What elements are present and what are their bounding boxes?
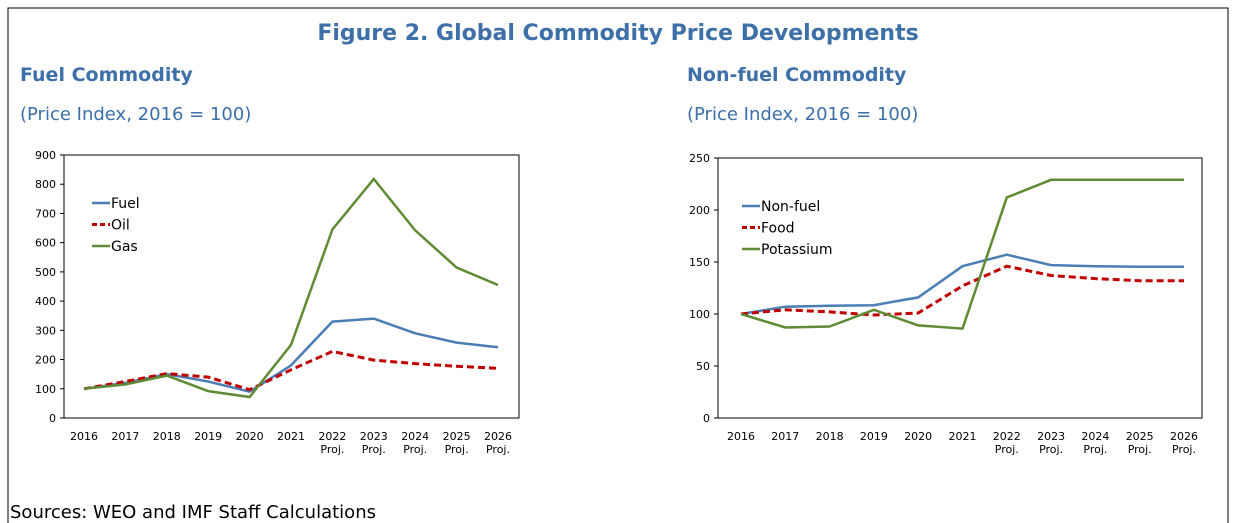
x-tick-label: 2019 <box>194 430 222 443</box>
y-tick-label: 200 <box>689 204 710 217</box>
x-tick-label: 2018 <box>153 430 181 443</box>
figure-title: Figure 2. Global Commodity Price Develop… <box>317 21 918 46</box>
chart-title: Fuel Commodity <box>20 64 193 86</box>
y-tick-label: 250 <box>689 152 710 165</box>
series-line <box>740 253 1184 316</box>
x-tick-label: 2026 Proj. <box>1170 430 1198 456</box>
x-tick-label: 2016 <box>727 430 755 443</box>
x-tick-label: 2025 Proj. <box>443 430 471 456</box>
y-tick-label: 300 <box>35 324 56 337</box>
legend-label: Gas <box>111 239 138 255</box>
series-line <box>740 178 1184 330</box>
series-line <box>83 349 499 392</box>
x-tick-label: 2025 Proj. <box>1126 430 1154 456</box>
x-tick-label: 2023 Proj. <box>360 430 388 456</box>
y-tick-label: 700 <box>35 207 56 220</box>
legend-label: Oil <box>111 218 130 234</box>
x-tick-label: 2020 <box>236 430 264 443</box>
x-tick-label: 2022 Proj. <box>318 430 346 456</box>
legend-label: Food <box>761 221 795 237</box>
chart-subtitle: (Price Index, 2016 = 100) <box>687 104 918 125</box>
plot-area <box>717 157 1203 419</box>
series-line <box>83 177 499 399</box>
x-tick-label: 2018 <box>816 430 844 443</box>
y-tick-label: 200 <box>35 354 56 367</box>
y-tick-label: 0 <box>49 412 56 425</box>
y-tick-label: 0 <box>703 412 710 425</box>
x-tick-label: 2024 Proj. <box>401 430 429 456</box>
x-tick-label: 2019 <box>860 430 888 443</box>
x-tick-label: 2017 <box>771 430 799 443</box>
y-tick-label: 400 <box>35 295 56 308</box>
x-tick-label: 2020 <box>904 430 932 443</box>
y-tick-label: 900 <box>35 149 56 162</box>
y-tick-label: 600 <box>35 237 56 250</box>
plot-area <box>63 154 520 419</box>
x-tick-label: 2022 Proj. <box>993 430 1021 456</box>
figure-border <box>7 7 1229 523</box>
legend-label: Fuel <box>111 196 140 212</box>
x-tick-label: 2016 <box>70 430 98 443</box>
y-tick-label: 50 <box>696 360 710 373</box>
y-tick-label: 100 <box>689 308 710 321</box>
sources: Sources: WEO and IMF Staff Calculations <box>10 502 376 523</box>
legend-label: Non-fuel <box>761 199 820 215</box>
x-tick-label: 2017 <box>111 430 139 443</box>
legend-label: Potassium <box>761 242 833 258</box>
y-tick-label: 150 <box>689 256 710 269</box>
x-tick-label: 2021 <box>949 430 977 443</box>
x-tick-label: 2021 <box>277 430 305 443</box>
y-tick-label: 800 <box>35 178 56 191</box>
chart-title: Non-fuel Commodity <box>687 64 907 86</box>
chart-subtitle: (Price Index, 2016 = 100) <box>20 104 251 125</box>
series-line <box>740 264 1184 317</box>
y-tick-label: 100 <box>35 383 56 396</box>
x-tick-label: 2026 Proj. <box>484 430 512 456</box>
x-tick-label: 2024 Proj. <box>1081 430 1109 456</box>
x-tick-label: 2023 Proj. <box>1037 430 1065 456</box>
y-tick-label: 500 <box>35 266 56 279</box>
